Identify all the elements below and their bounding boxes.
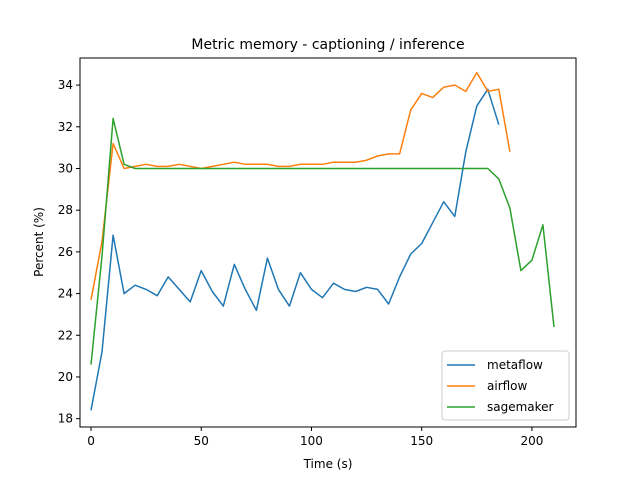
legend-label-metaflow: metaflow bbox=[487, 358, 543, 372]
series-line-airflow bbox=[90, 71, 511, 300]
y-tick-label: 32 bbox=[58, 120, 73, 134]
x-axis-label: Time (s) bbox=[303, 457, 353, 471]
y-tick-label: 18 bbox=[58, 412, 73, 426]
plot-frame bbox=[79, 57, 577, 428]
series-line-metaflow bbox=[90, 88, 500, 411]
legend-box bbox=[441, 350, 570, 421]
series-line-sagemaker bbox=[90, 117, 555, 365]
x-tick-label: 150 bbox=[410, 434, 433, 448]
x-tick-label: 100 bbox=[300, 434, 323, 448]
y-tick-label: 28 bbox=[58, 203, 73, 217]
x-tick-label: 50 bbox=[194, 434, 209, 448]
y-axis-label: Percent (%) bbox=[32, 207, 46, 277]
y-tick-label: 26 bbox=[58, 245, 73, 259]
legend: metaflow airflow sagemaker bbox=[441, 350, 570, 421]
series-lines bbox=[90, 71, 555, 411]
y-axis: 18 20 22 24 26 28 30 32 34 bbox=[58, 78, 80, 426]
legend-label-airflow: airflow bbox=[487, 379, 528, 393]
x-tick-label: 200 bbox=[520, 434, 543, 448]
chart-title: Metric memory - captioning / inference bbox=[191, 37, 464, 53]
x-tick-label: 0 bbox=[87, 434, 95, 448]
y-tick-label: 34 bbox=[58, 78, 73, 92]
y-tick-label: 20 bbox=[58, 370, 73, 384]
y-tick-label: 22 bbox=[58, 328, 73, 342]
legend-label-sagemaker: sagemaker bbox=[487, 400, 554, 414]
x-axis: 0 50 100 150 200 bbox=[87, 427, 543, 448]
y-tick-label: 24 bbox=[58, 287, 73, 301]
y-tick-label: 30 bbox=[58, 161, 73, 175]
